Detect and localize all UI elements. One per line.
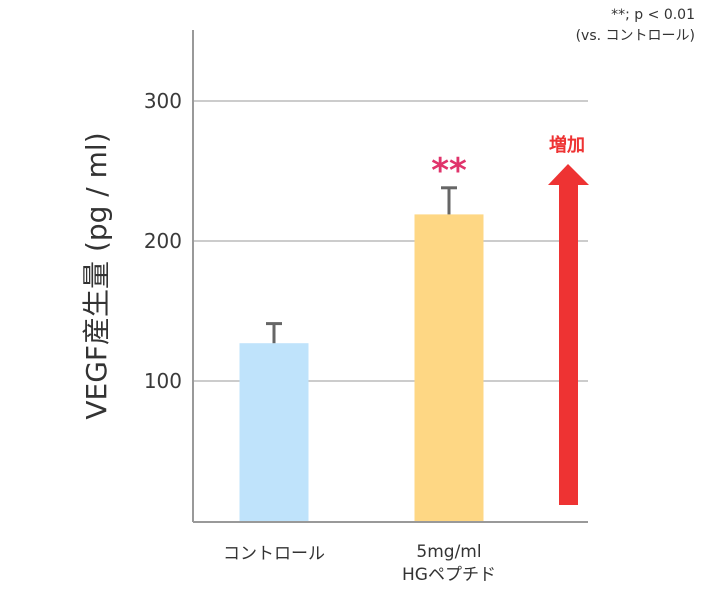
y-tick-label-100: 100: [144, 369, 182, 393]
y-axis-label: VEGF産生量 (pg / ml): [80, 132, 113, 419]
y-tick-labels: 100 200 300: [144, 89, 182, 393]
error-bar-1: [266, 322, 282, 344]
category-label-2: 5mg/ml HGペプチド: [402, 542, 496, 585]
increase-arrow: [548, 164, 589, 505]
significance-note-line2: (vs. コントロール): [576, 28, 695, 44]
axes: [192, 30, 588, 523]
increase-label: 増加: [549, 134, 585, 156]
y-tick-label-200: 200: [144, 229, 182, 253]
error-bar-2: [441, 186, 457, 215]
bars: **: [239, 151, 484, 521]
arrow-shaft: [559, 182, 578, 505]
bar-2: [414, 214, 484, 521]
significance-marker: **: [431, 151, 467, 191]
significance-note-line1: **; p < 0.01: [611, 7, 695, 23]
category-labels: コントロール 5mg/ml HGペプチド: [223, 542, 496, 585]
y-tick-label-300: 300: [144, 89, 182, 113]
gridlines: [193, 100, 588, 382]
category-label-1: コントロール: [223, 544, 325, 564]
bar-1: [239, 343, 309, 521]
arrow-head: [548, 164, 589, 185]
